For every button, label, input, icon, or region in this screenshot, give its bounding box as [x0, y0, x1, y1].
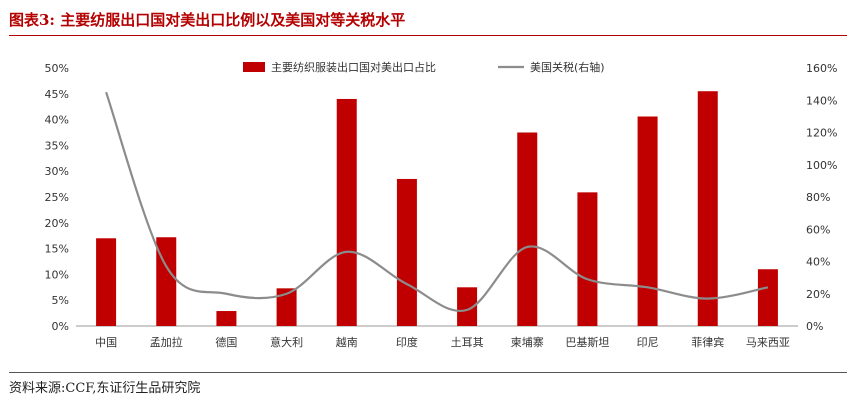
bar-series	[96, 91, 778, 327]
title-rule	[9, 35, 847, 36]
tariff-line	[105, 91, 769, 313]
legend-bar-label: 主要纺织服装出口国对美出口占比	[271, 60, 436, 74]
y-right-tick-label: 160%	[806, 62, 837, 75]
y-left-tick-label: 45%	[45, 88, 69, 101]
y-right-tick-label: 80%	[806, 191, 830, 204]
bar	[637, 116, 658, 326]
x-tick-label: 土耳其	[451, 336, 484, 349]
x-tick-label: 孟加拉	[150, 335, 183, 349]
bar	[457, 287, 478, 326]
y-right-tick-label: 60%	[806, 223, 830, 236]
y-left-tick-label: 20%	[45, 217, 69, 230]
bar	[96, 238, 117, 326]
legend-line-label: 美国关税(右轴)	[530, 60, 605, 74]
figure-title: 图表3: 主要纺服出口国对美出口比例以及美国对等关税水平	[9, 11, 406, 29]
bar	[517, 132, 538, 326]
legend-bar-swatch	[243, 62, 265, 72]
bar	[396, 178, 417, 326]
figure-header: 图表3: 主要纺服出口国对美出口比例以及美国对等关税水平	[0, 0, 856, 36]
y-left-tick-label: 15%	[45, 243, 69, 256]
bar	[336, 98, 357, 327]
y-right-tick-label: 140%	[806, 94, 837, 107]
x-tick-label: 巴基斯坦	[565, 335, 609, 349]
y-left-tick-label: 50%	[45, 62, 69, 75]
bar	[757, 269, 778, 326]
x-tick-label: 马来西亚	[746, 336, 790, 349]
line-series	[105, 91, 769, 313]
y-left-tick-label: 25%	[45, 191, 69, 204]
source-note: 资料来源:CCF,东证衍生品研究院	[9, 381, 201, 396]
bar	[697, 91, 718, 326]
x-tick-label: 德国	[215, 335, 237, 349]
x-tick-label: 印度	[396, 335, 418, 349]
x-tick-label: 意大利	[270, 335, 303, 349]
y-right-tick-label: 40%	[806, 256, 830, 269]
bar	[216, 311, 237, 326]
y-left-tick-label: 10%	[45, 268, 69, 281]
chart-legend: 主要纺织服装出口国对美出口占比 美国关税(右轴)	[243, 60, 605, 74]
y-right-tick-label: 120%	[806, 127, 837, 140]
y-left-tick-label: 0%	[52, 320, 69, 333]
x-tick-label: 菲律宾	[691, 335, 724, 349]
y-left-tick-label: 35%	[45, 139, 69, 152]
bar	[156, 237, 177, 326]
chart-axes: 0% 5% 10% 15% 20% 25% 30% 35% 40% 45% 50% 0% 20% 40% 6…	[45, 62, 838, 349]
bar	[276, 288, 297, 326]
chart: 0% 5% 10% 15% 20% 25% 30% 35% 40% 45% 50% 0% 20% 40% 6…	[45, 60, 838, 349]
y-left-tick-label: 5%	[52, 294, 69, 307]
x-tick-label: 印尼	[637, 336, 659, 349]
x-tick-label: 中国	[95, 336, 117, 349]
y-left-tick-label: 40%	[45, 114, 69, 127]
y-left-tick-label: 30%	[45, 165, 69, 178]
y-right-tick-label: 20%	[806, 288, 830, 301]
x-tick-label: 柬埔寨	[511, 335, 544, 349]
y-right-tick-label: 0%	[806, 320, 823, 333]
y-right-tick-label: 100%	[806, 159, 837, 172]
footer-rule	[9, 372, 847, 373]
bar	[577, 192, 598, 326]
x-tick-label: 越南	[336, 335, 358, 349]
